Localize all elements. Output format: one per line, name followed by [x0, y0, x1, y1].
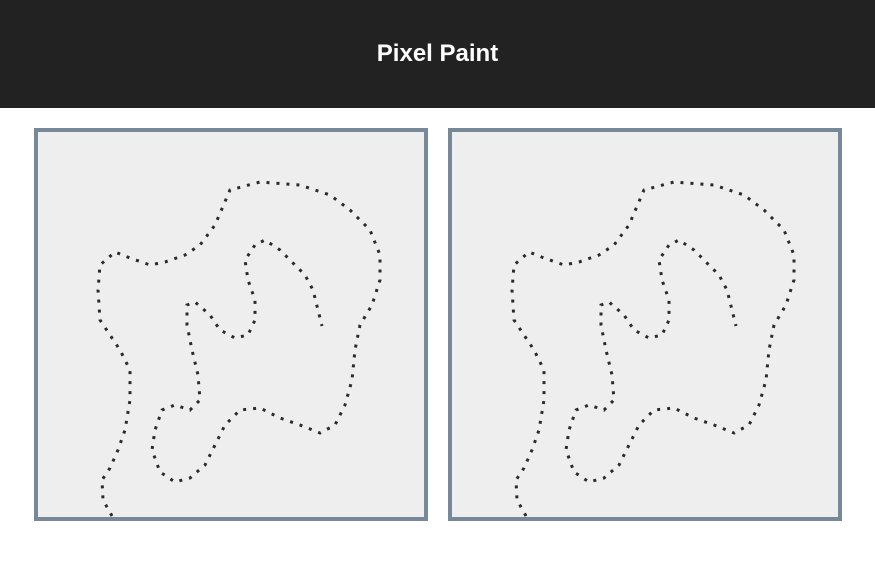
app-header: Pixel Paint	[0, 0, 875, 108]
canvas-frame	[34, 128, 428, 521]
canvas-frame	[448, 128, 842, 521]
paint-canvas[interactable]	[34, 128, 428, 521]
app-title: Pixel Paint	[376, 40, 499, 67]
paint-canvas[interactable]	[448, 128, 842, 521]
